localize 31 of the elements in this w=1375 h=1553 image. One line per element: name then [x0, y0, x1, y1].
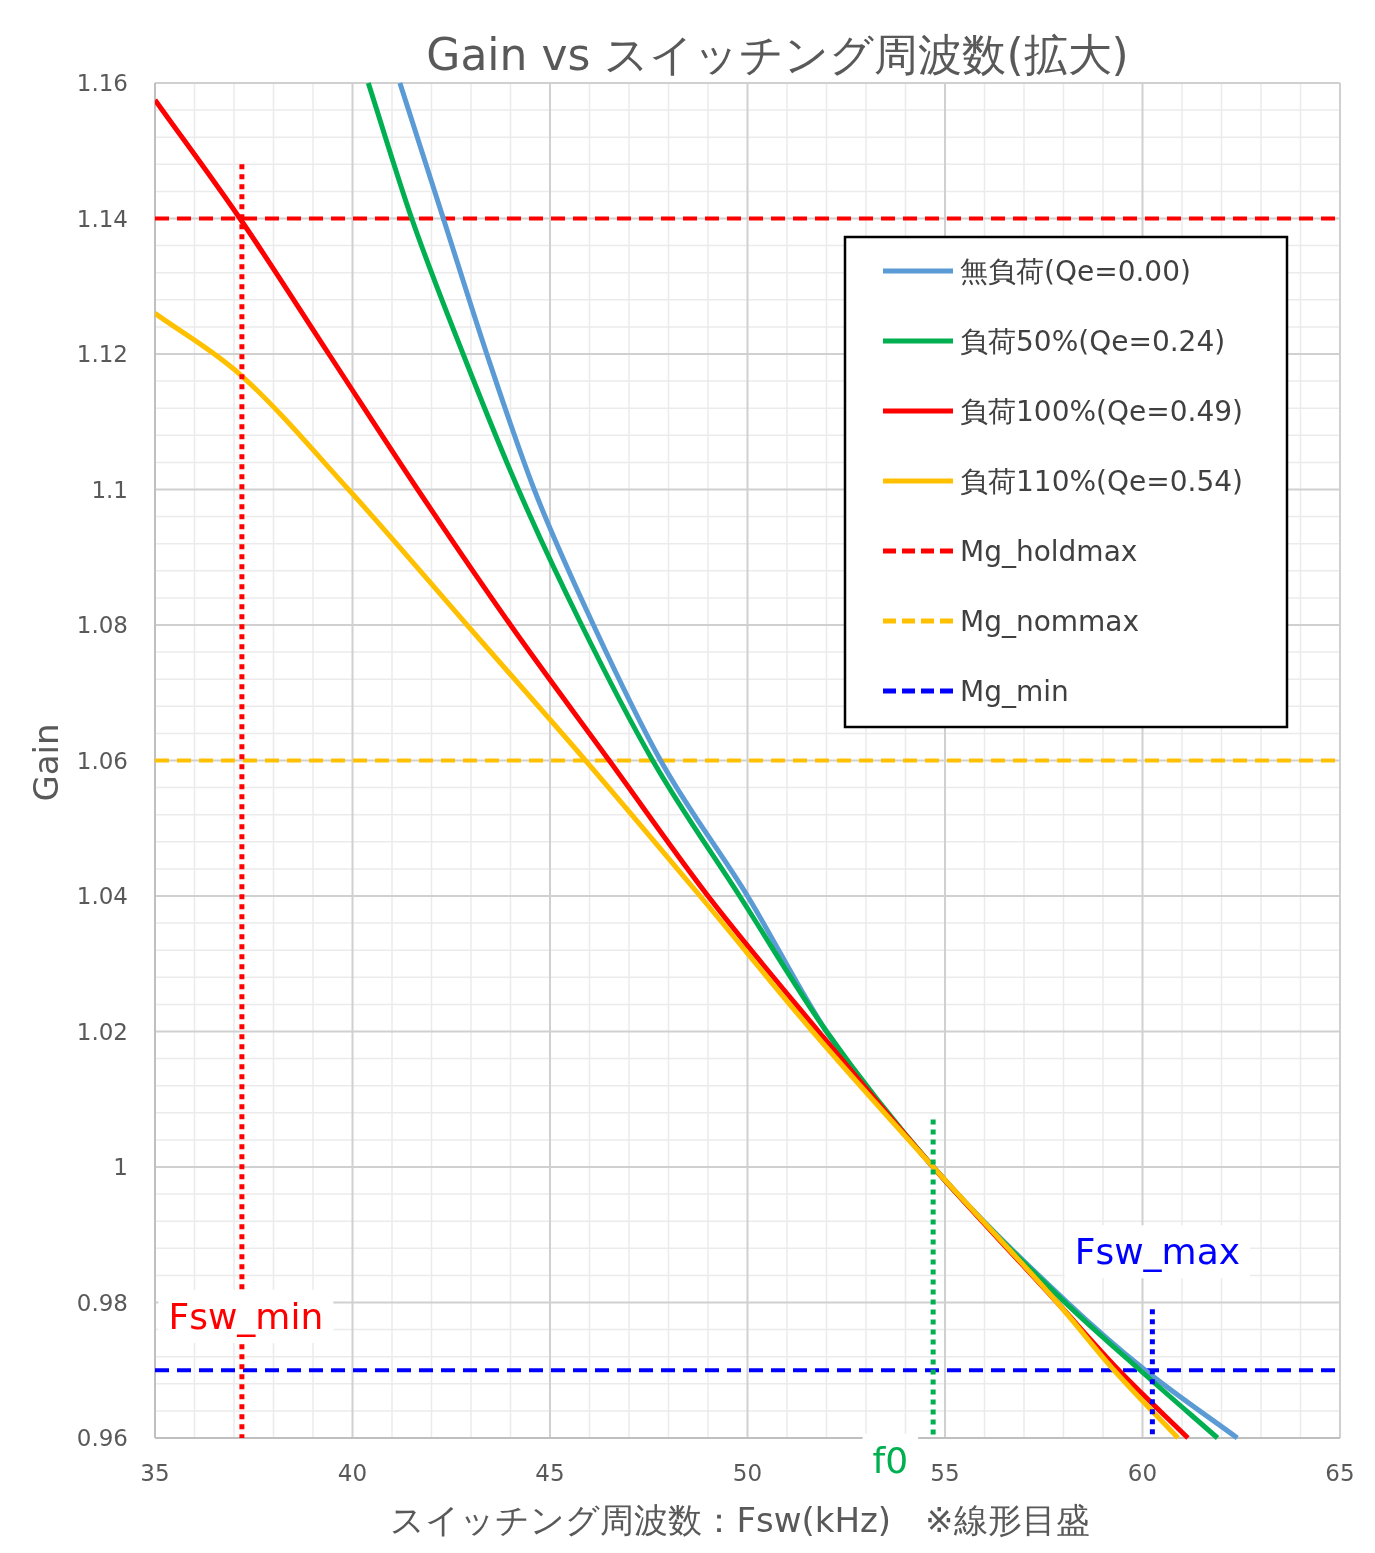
x-tick-label: 40	[337, 1460, 368, 1486]
chart-title: Gain vs スイッチング周波数(拡大)	[426, 29, 1129, 80]
x-tick-label: 50	[732, 1460, 763, 1486]
x-tick-label: 45	[535, 1460, 565, 1486]
legend-label: 負荷50%(Qe=0.24)	[960, 325, 1226, 358]
y-tick-label: 1.14	[76, 205, 128, 232]
x-tick-label: 65	[1325, 1460, 1355, 1486]
annotation: f0	[872, 1440, 909, 1481]
y-tick-label: 1.06	[76, 747, 128, 774]
x-axis-title: スイッチング周波数：Fsw(kHz) ※線形目盛	[390, 1500, 1090, 1540]
x-tick-label: 35	[140, 1460, 170, 1486]
y-tick-label: 1.08	[76, 612, 128, 638]
y-tick-label: 0.96	[76, 1425, 128, 1451]
x-tick-label: 55	[930, 1460, 960, 1486]
legend-label: Mg_nommax	[960, 605, 1140, 638]
y-tick-label: 1.16	[76, 70, 128, 96]
legend-label: 無負荷(Qe=0.00)	[960, 255, 1191, 288]
legend-label: Mg_holdmax	[960, 535, 1138, 568]
y-tick-label: 1.04	[76, 883, 128, 909]
y-tick-label: 1	[113, 1154, 128, 1180]
y-tick-label: 1.02	[76, 1018, 128, 1045]
y-tick-label: 1.1	[91, 476, 128, 503]
legend-label: 負荷100%(Qe=0.49)	[960, 395, 1243, 428]
legend-label: Mg_min	[960, 675, 1069, 708]
annotation: Fsw_max	[1074, 1231, 1241, 1273]
y-tick-label: 1.12	[76, 341, 128, 367]
y-axis-title: Gain	[26, 723, 66, 802]
y-tick-label: 0.98	[76, 1289, 128, 1316]
x-tick-label: 60	[1127, 1460, 1158, 1486]
annotation: Fsw_min	[168, 1296, 324, 1338]
legend-label: 負荷110%(Qe=0.54)	[960, 465, 1243, 498]
